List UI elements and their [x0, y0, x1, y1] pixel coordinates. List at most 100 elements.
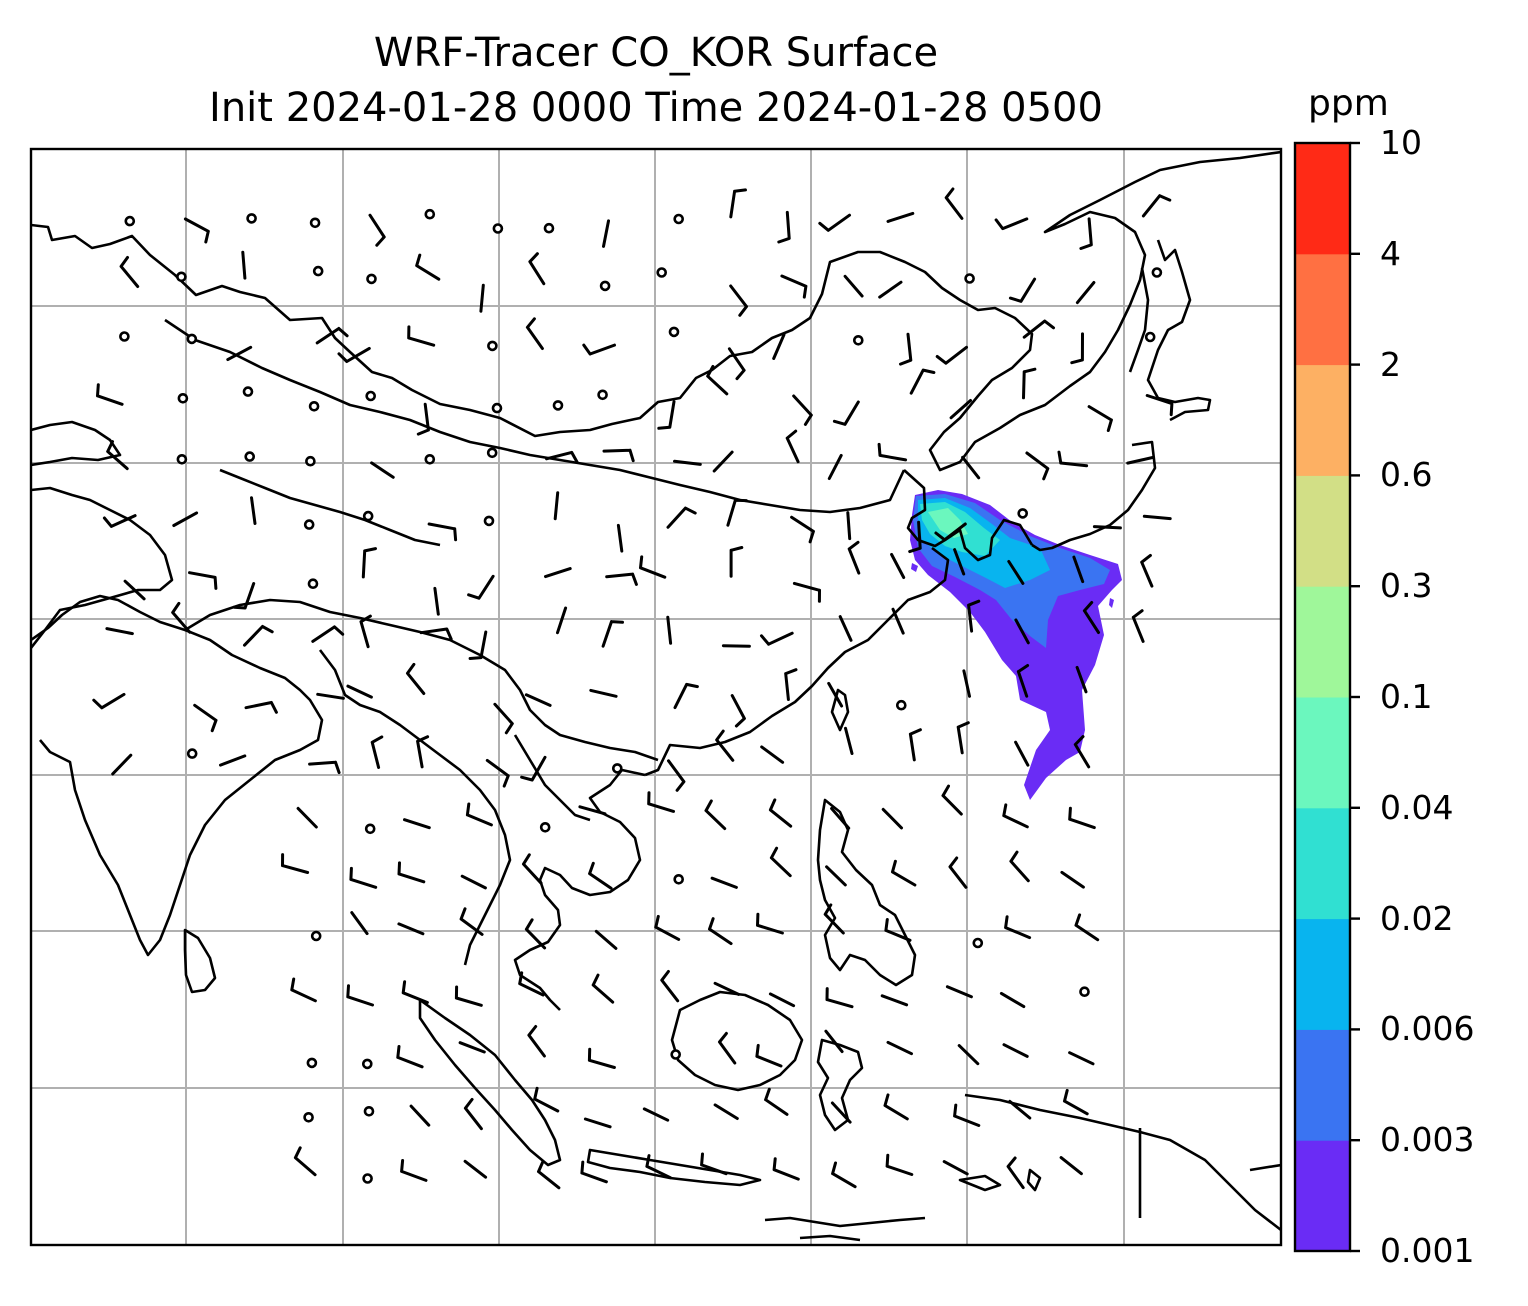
wind-barb: [827, 453, 843, 480]
wind-barb: [463, 1097, 483, 1131]
wind-barb: [1070, 332, 1084, 365]
coast-timor: [958, 1174, 1002, 1192]
calm-wind-marker: [539, 821, 551, 833]
wind-barb: [953, 1103, 981, 1127]
wind-barb: [346, 684, 373, 699]
wind-barb: [361, 547, 377, 579]
wind-barb: [944, 187, 964, 220]
calm-wind-marker: [176, 453, 188, 465]
wind-barb: [580, 1160, 608, 1184]
wind-barb: [106, 440, 129, 471]
wind-barb: [713, 981, 741, 996]
wind-barb: [909, 368, 936, 395]
coast-islands-south-2: [799, 1234, 861, 1242]
calm-wind-marker: [362, 510, 374, 522]
wind-barb: [409, 1104, 431, 1127]
coast-north-asia: [31, 150, 1281, 472]
border-inland-1: [164, 318, 906, 514]
coast-java: [586, 1148, 762, 1187]
calm-wind-marker: [852, 334, 864, 346]
wind-barb: [433, 586, 440, 616]
wind-barb: [941, 784, 963, 816]
wind-barb: [92, 692, 126, 710]
wind-barb: [1145, 394, 1174, 417]
wind-barb: [397, 922, 425, 936]
calm-wind-marker: [668, 326, 680, 338]
border-inland-4: [513, 734, 591, 822]
wind-barb: [533, 1086, 560, 1113]
wind-barbs: [92, 187, 1174, 1190]
wind-barb: [792, 394, 813, 426]
wind-barb: [994, 217, 1029, 231]
colorbar-tick-label: 0.6: [1380, 455, 1433, 495]
calm-wind-marker: [310, 930, 322, 942]
calm-wind-marker: [487, 340, 498, 352]
wind-barb: [1009, 850, 1030, 883]
calm-wind-markers: [119, 208, 1163, 1184]
wind-barb: [396, 1045, 424, 1069]
wind-barb: [949, 399, 972, 420]
calm-wind-marker: [246, 213, 257, 224]
wind-barb: [616, 523, 624, 553]
wind-barb: [105, 627, 134, 636]
calm-wind-marker: [186, 748, 198, 759]
wind-barb: [780, 274, 808, 299]
wind-barb: [657, 400, 676, 430]
wind-barb: [877, 442, 908, 462]
wind-barb: [397, 861, 426, 884]
wind-barb: [755, 1043, 783, 1068]
calm-wind-marker: [964, 273, 975, 284]
wind-barb: [350, 911, 369, 936]
wind-barb: [832, 400, 860, 426]
wind-barb: [760, 745, 785, 764]
calm-wind-marker: [312, 265, 324, 277]
wind-barb: [1016, 664, 1030, 698]
wind-barb: [844, 726, 854, 755]
wind-barb: [654, 914, 681, 941]
wind-barb: [589, 688, 618, 698]
wind-barb: [123, 579, 146, 601]
wind-barb: [518, 971, 545, 997]
calm-wind-marker: [242, 386, 254, 397]
calm-wind-marker: [670, 1049, 682, 1060]
wind-barb: [726, 498, 748, 527]
wind-barb: [886, 1040, 913, 1056]
wind-barb: [601, 620, 624, 648]
calm-wind-marker: [1151, 267, 1163, 278]
coast-japan: [1031, 440, 1157, 552]
wind-barb: [706, 364, 729, 396]
wind-barb: [401, 980, 429, 1004]
wind-barb: [468, 630, 488, 660]
wind-barb: [1140, 553, 1154, 588]
wind-barb: [830, 807, 851, 830]
wind-barb: [881, 807, 903, 830]
wind-barb: [400, 1159, 428, 1182]
calm-wind-marker: [363, 1106, 375, 1117]
wind-barb: [961, 455, 981, 480]
wind-barb: [1014, 618, 1030, 645]
calm-wind-marker: [308, 400, 320, 412]
wind-barb: [712, 450, 734, 473]
calm-wind-marker: [361, 1058, 373, 1070]
wind-barb: [847, 540, 861, 575]
wind-barb: [479, 283, 485, 313]
wind-barb: [1014, 740, 1030, 767]
wind-barb: [708, 917, 733, 946]
wind-barb: [760, 631, 794, 646]
coast-sri-lanka: [183, 928, 217, 994]
wind-barb: [666, 506, 697, 529]
wind-barb: [524, 693, 552, 707]
wind-barb: [878, 280, 903, 299]
wind-barb: [359, 614, 372, 649]
calm-wind-marker: [186, 333, 198, 345]
colorbar-tick-label: 0.1: [1380, 677, 1433, 716]
coast-arabia-edge: [31, 420, 122, 467]
calm-wind-marker: [895, 699, 907, 711]
calm-wind-marker: [119, 331, 130, 342]
wind-barb: [281, 853, 310, 874]
wind-barb: [419, 627, 453, 641]
wind-barb: [899, 332, 913, 366]
wind-barb: [843, 274, 864, 298]
wind-barb: [1072, 555, 1085, 584]
